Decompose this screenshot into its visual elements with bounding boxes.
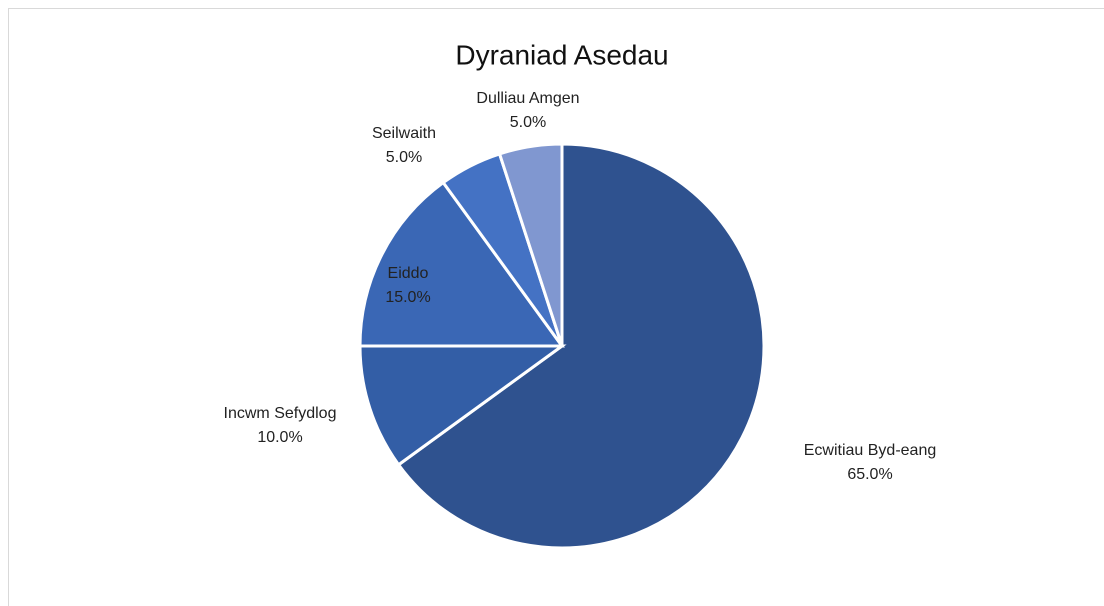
slice-category-label: Ecwitiau Byd-eang	[804, 442, 937, 459]
slice-value-label: 15.0%	[385, 289, 430, 306]
pie-slice	[358, 344, 567, 467]
pie-slice	[497, 142, 564, 347]
slice-value-label: 10.0%	[257, 429, 302, 446]
slice-category-label: Eiddo	[388, 265, 429, 282]
chart-title: Dyraniad Asedau	[455, 39, 668, 70]
slice-category-label: Incwm Sefydlog	[224, 405, 337, 422]
pie-slice	[396, 142, 766, 550]
pie-slice	[358, 180, 565, 348]
slice-value-label: 65.0%	[847, 466, 892, 483]
slice-value-label: 5.0%	[386, 149, 422, 166]
slice-category-label: Seilwaith	[372, 125, 436, 142]
slice-value-label: 5.0%	[510, 114, 546, 131]
slice-category-label: Dulliau Amgen	[476, 90, 579, 107]
